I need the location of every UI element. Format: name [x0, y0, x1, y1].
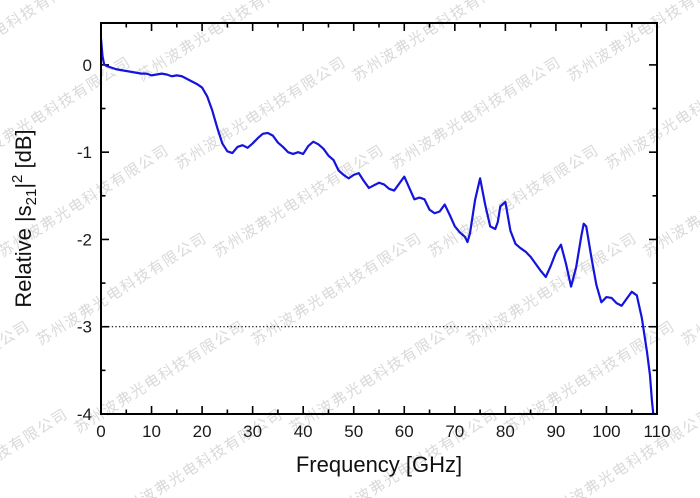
axis-ticks	[100, 23, 658, 415]
x-tick-label: 100	[592, 422, 620, 441]
x-tick-label: 90	[546, 422, 565, 441]
x-tick-label: 70	[445, 422, 464, 441]
x-tick-label: 20	[193, 422, 212, 441]
y-tick-label: -4	[77, 405, 92, 424]
x-tick-labels: 0 10 20 30 40 50 60 70 80 90 100 110	[96, 422, 670, 441]
y-tick-labels: 0 -1 -2 -3 -4	[77, 56, 92, 424]
x-tick-label: 60	[395, 422, 414, 441]
x-tick-label: 30	[243, 422, 262, 441]
plot-frame	[100, 22, 658, 415]
x-tick-label: 50	[344, 422, 363, 441]
x-tick-label: 80	[496, 422, 515, 441]
s21-curve	[100, 37, 655, 415]
y-tick-label: -2	[77, 230, 92, 249]
x-tick-label: 40	[294, 422, 313, 441]
x-axis-title: Frequency [GHz]	[296, 452, 462, 477]
y-tick-label: -3	[77, 318, 92, 337]
y-tick-label: -1	[77, 143, 92, 162]
x-tick-label: 10	[142, 422, 161, 441]
x-tick-label: 110	[643, 422, 670, 441]
y-tick-label: 0	[83, 56, 92, 75]
y-axis-title: Relative |s21|2 [dB]	[9, 129, 40, 307]
x-tick-label: 0	[96, 422, 105, 441]
